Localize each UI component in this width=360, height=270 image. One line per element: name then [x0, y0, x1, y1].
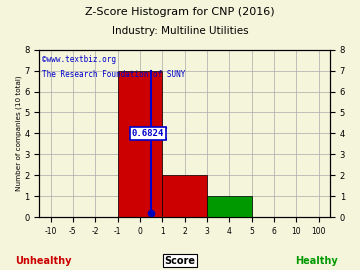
Text: Unhealthy: Unhealthy: [15, 256, 71, 266]
Text: Healthy: Healthy: [296, 256, 338, 266]
Text: Z-Score Histogram for CNP (2016): Z-Score Histogram for CNP (2016): [85, 7, 275, 17]
Y-axis label: Number of companies (10 total): Number of companies (10 total): [15, 76, 22, 191]
Bar: [162, 176, 207, 217]
Text: Industry: Multiline Utilities: Industry: Multiline Utilities: [112, 26, 248, 36]
Text: ©www.textbiz.org: ©www.textbiz.org: [42, 55, 116, 63]
Bar: [118, 70, 162, 217]
Bar: [207, 196, 252, 217]
Text: The Research Foundation of SUNY: The Research Foundation of SUNY: [42, 70, 186, 79]
Text: Score: Score: [165, 256, 195, 266]
Text: 0.6824: 0.6824: [132, 129, 164, 138]
